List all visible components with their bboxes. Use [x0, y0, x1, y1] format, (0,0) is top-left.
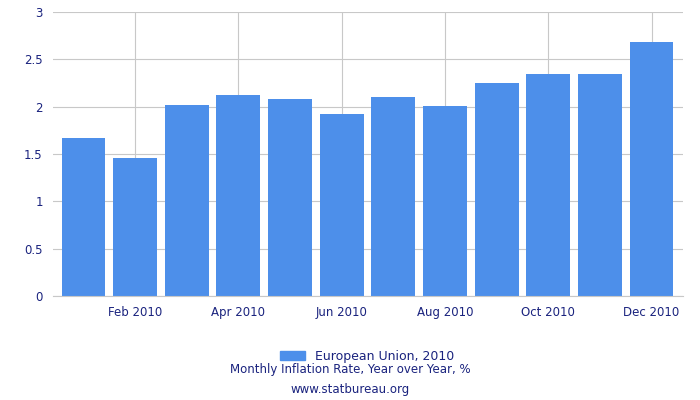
- Bar: [578, 74, 622, 296]
- Legend: European Union, 2010: European Union, 2010: [275, 345, 460, 368]
- Bar: [268, 99, 312, 296]
- Bar: [320, 114, 363, 296]
- Text: Monthly Inflation Rate, Year over Year, %: Monthly Inflation Rate, Year over Year, …: [230, 364, 470, 376]
- Bar: [113, 158, 157, 296]
- Bar: [423, 106, 467, 296]
- Bar: [475, 83, 519, 296]
- Bar: [164, 105, 209, 296]
- Bar: [62, 138, 106, 296]
- Bar: [372, 97, 415, 296]
- Text: www.statbureau.org: www.statbureau.org: [290, 384, 410, 396]
- Bar: [526, 74, 570, 296]
- Bar: [629, 42, 673, 296]
- Bar: [216, 95, 260, 296]
